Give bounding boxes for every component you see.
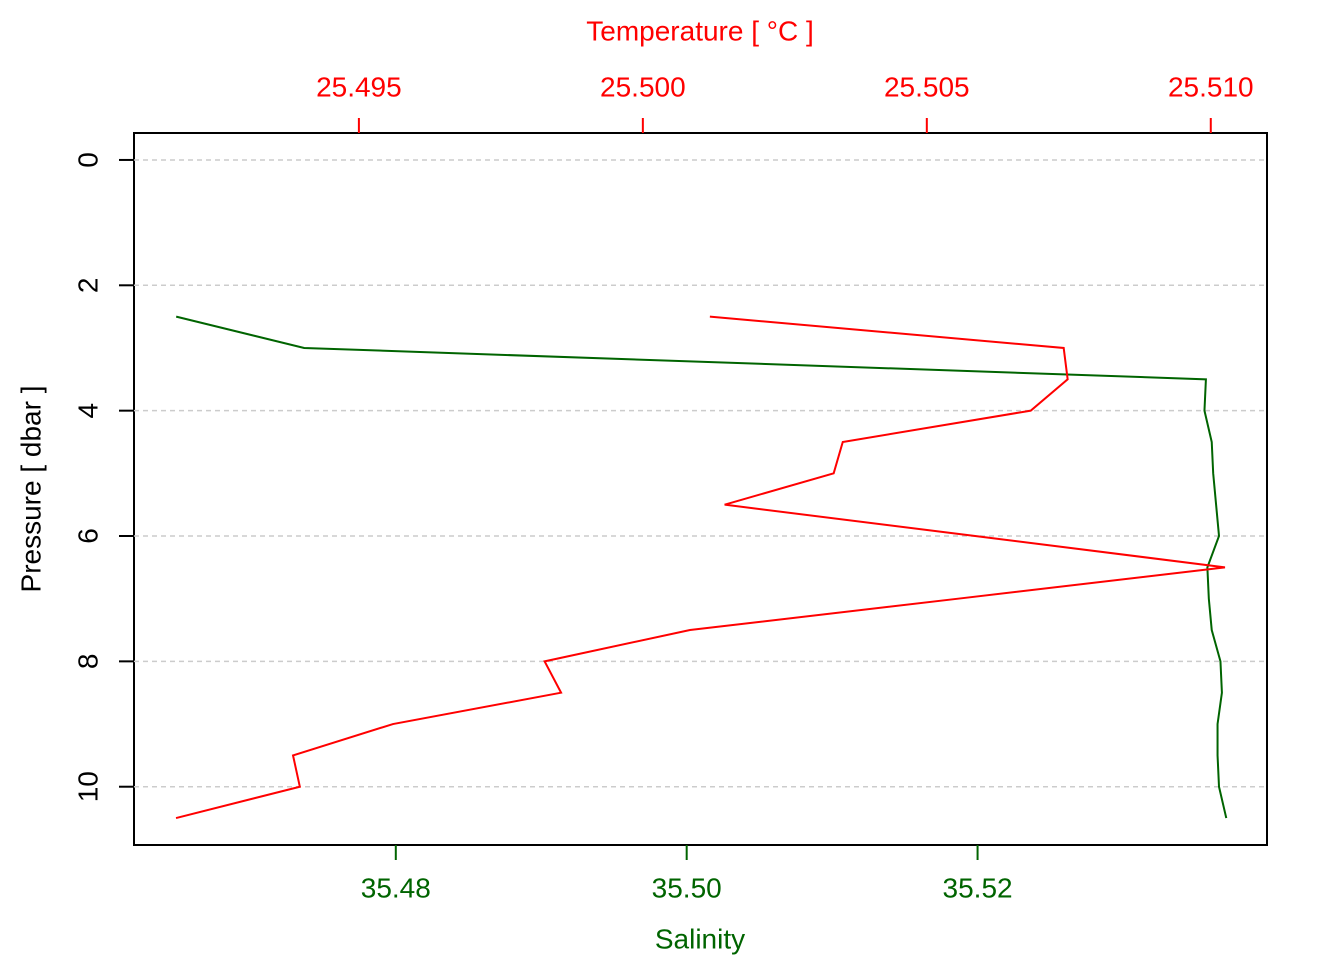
- x2-tick-label: 25.510: [1168, 71, 1254, 102]
- x-tick-label: 35.48: [361, 872, 431, 903]
- y-tick-label: 4: [72, 403, 103, 419]
- x-tick-label: 35.50: [652, 872, 722, 903]
- profile-line: [175, 315, 1228, 819]
- y-axis-label: Pressure [ dbar ]: [15, 386, 46, 593]
- plot-frame: [133, 132, 1268, 846]
- x2-axis-label: Temperature [ °C ]: [586, 15, 814, 46]
- x-tick-label: 35.52: [943, 872, 1013, 903]
- y-tick-label: 2: [72, 278, 103, 294]
- y-tick-label: 6: [72, 528, 103, 544]
- x2-tick-label: 25.500: [600, 71, 686, 102]
- x-axis-label: Salinity: [655, 923, 745, 954]
- x2-tick-label: 25.505: [884, 71, 970, 102]
- x2-tick-label: 25.495: [316, 71, 402, 102]
- y-tick-label: 0: [72, 152, 103, 168]
- y-tick-label: 8: [72, 654, 103, 670]
- y-tick-label: 10: [72, 771, 103, 802]
- profile-line: [175, 315, 1226, 820]
